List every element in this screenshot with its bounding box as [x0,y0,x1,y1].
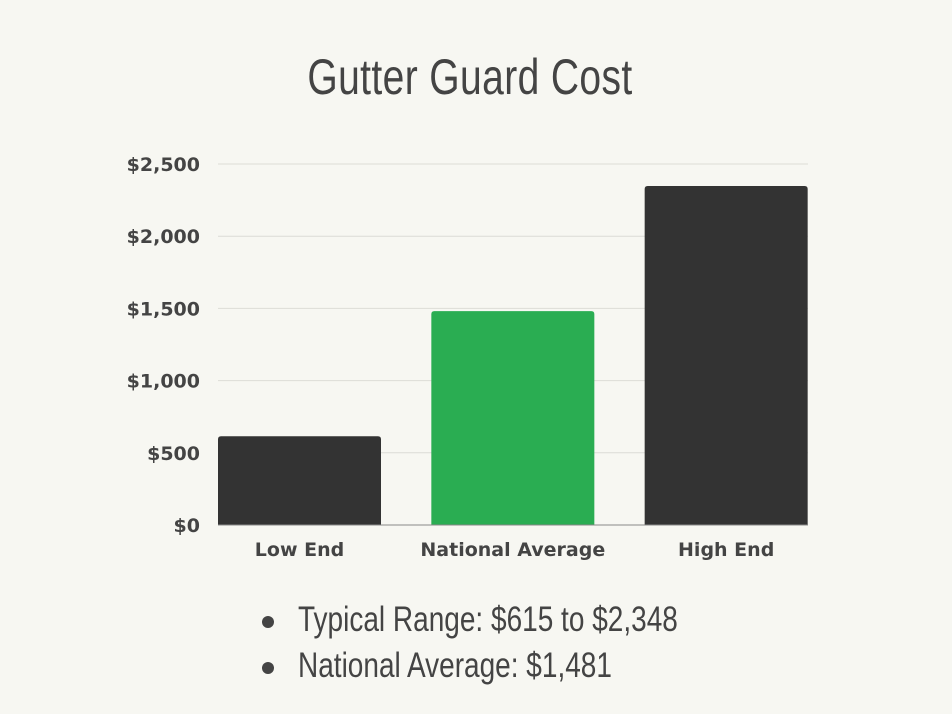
summary-item-average: National Average: $1,481 [262,646,773,692]
bullet-icon [262,616,274,628]
y-tick-label: $0 [174,515,200,537]
bar [644,185,808,526]
y-tick-label: $2,000 [127,226,200,248]
y-tick-label: $1,500 [127,298,200,320]
x-tick-label: Low End [255,539,344,561]
y-tick-label: $500 [147,443,200,465]
x-tick-label: National Average [420,539,605,561]
x-tick-label: High End [678,539,774,561]
bar [431,311,595,525]
summary-list: Typical Range: $615 to $2,348 National A… [262,600,773,692]
chart-title: Gutter Guard Cost [307,49,633,105]
bar [218,436,381,525]
summary-item-range: Typical Range: $615 to $2,348 [262,600,773,646]
bullet-icon [262,662,274,674]
y-tick-label: $1,000 [127,371,200,393]
y-tick-label: $2,500 [127,154,200,176]
